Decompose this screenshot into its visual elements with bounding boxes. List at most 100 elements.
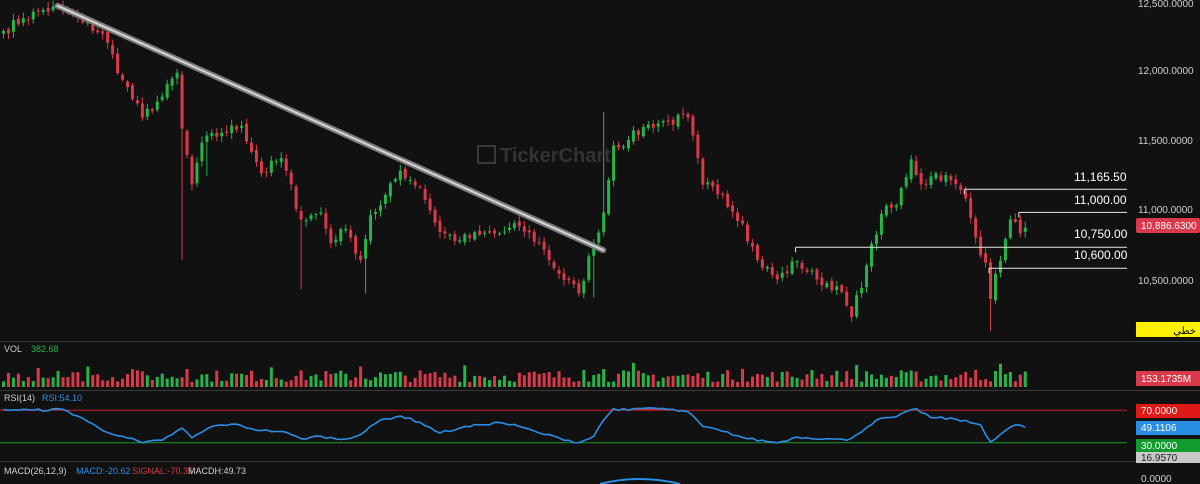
candle-body <box>398 170 402 181</box>
volume-bar <box>686 374 690 387</box>
candle-body <box>478 230 482 235</box>
volume-bar <box>250 370 253 387</box>
candle-body <box>741 220 745 224</box>
candle-body <box>537 242 541 244</box>
volume-value-label: 153.1735M <box>1141 374 1191 385</box>
price-tick-12000: 12,000.0000 <box>1138 66 1194 77</box>
volume-bar <box>66 376 70 387</box>
volume-bar <box>279 379 283 387</box>
volume-bar <box>537 373 541 387</box>
volume-bar <box>825 381 829 387</box>
candle-body <box>820 277 824 286</box>
candle-body <box>369 215 373 241</box>
candle-body <box>939 175 943 181</box>
volume-bar <box>398 371 402 387</box>
candle-body <box>984 253 988 263</box>
volume-bar <box>572 381 576 387</box>
volume-bar <box>116 381 120 387</box>
volume-bar <box>423 374 427 387</box>
candle-body <box>631 130 635 142</box>
candle-body <box>403 168 407 179</box>
candle-body <box>349 229 353 238</box>
volume-bar <box>874 378 878 387</box>
rsi-legend-value: RSI:54.10 <box>42 393 82 403</box>
candle-body <box>532 231 536 242</box>
candle-body <box>969 198 973 219</box>
candle-body <box>994 273 997 301</box>
candle-body <box>577 283 581 294</box>
candle-body <box>175 72 179 79</box>
volume-bar <box>775 381 779 387</box>
candle-body <box>284 158 288 171</box>
volume-bar <box>6 372 10 387</box>
candle-body <box>1023 227 1027 232</box>
volume-bar <box>969 377 973 387</box>
volume-bar <box>741 368 745 387</box>
candle-body <box>1018 219 1022 234</box>
volume-bar <box>760 374 764 387</box>
candle-body <box>959 185 963 190</box>
candle-body <box>448 234 452 236</box>
volume-bar <box>998 363 1002 387</box>
candle-body <box>235 126 239 130</box>
candle-body <box>691 116 695 136</box>
candle-body <box>359 255 363 260</box>
candle-body <box>458 240 462 242</box>
volume-bar <box>448 377 452 387</box>
volume-bar <box>359 366 363 387</box>
volume-bar <box>364 378 368 387</box>
candle-body <box>135 100 139 104</box>
candle-body <box>626 139 630 149</box>
candle-body <box>746 224 749 242</box>
line-style-badge[interactable] <box>1136 322 1200 337</box>
candle-body <box>21 18 25 23</box>
candle-body <box>681 113 685 115</box>
candle-body <box>825 283 829 288</box>
current-price-label: 10,886.6300 <box>1141 221 1197 232</box>
candle-body <box>26 19 30 21</box>
volume-bar <box>587 381 591 387</box>
volume-bar <box>622 370 625 387</box>
macd-hist-value: MACDH:49.73 <box>188 466 246 476</box>
volume-bar <box>135 370 139 387</box>
volume-bar <box>289 380 293 387</box>
volume-bar <box>507 380 511 387</box>
candle-body <box>215 132 219 137</box>
volume-bar <box>240 373 244 387</box>
volume-bar <box>1008 371 1012 387</box>
candle-body <box>468 235 472 238</box>
candle-body <box>964 190 968 199</box>
volume-bar <box>502 375 506 387</box>
macd-legend: MACD(26,12,9) <box>4 466 67 476</box>
candle-body <box>364 239 368 259</box>
candle-body <box>180 74 184 129</box>
candle-body <box>894 205 898 208</box>
macd-legend-value: MACD:-20.62 <box>76 466 131 476</box>
candle-body <box>785 271 789 274</box>
volume-bar <box>269 367 273 387</box>
candle-body <box>696 134 700 158</box>
volume-bar <box>284 381 288 387</box>
candle-body <box>31 11 35 20</box>
candle-body <box>130 85 134 99</box>
volume-bar <box>205 374 209 387</box>
candle-body <box>884 205 888 216</box>
volume-bar <box>631 362 635 387</box>
volume-bar <box>607 381 611 387</box>
candle-body <box>160 96 164 100</box>
candle-body <box>314 214 318 216</box>
candle-body <box>498 233 501 235</box>
volume-bar <box>126 374 129 387</box>
volume-bar <box>785 371 789 387</box>
candle-body <box>126 81 129 88</box>
candle-body <box>304 220 308 222</box>
volume-bar <box>755 373 759 387</box>
volume-bar <box>309 375 313 387</box>
volume-bar <box>31 381 35 387</box>
candle-body <box>165 83 169 98</box>
volume-bar <box>656 381 660 387</box>
candle-body <box>6 29 10 34</box>
candle-body <box>121 74 125 80</box>
candles-layer <box>2 0 1027 332</box>
